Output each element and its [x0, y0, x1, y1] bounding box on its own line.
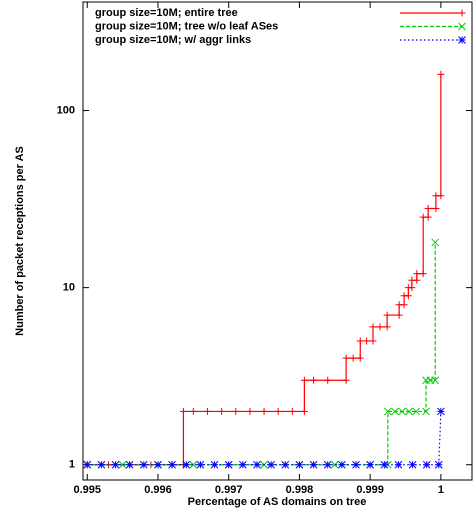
data-point [391, 407, 399, 416]
x-tick-label: 0.997 [215, 484, 243, 496]
data-point [125, 460, 134, 469]
data-point [139, 460, 148, 469]
data-point [281, 460, 290, 469]
data-point [434, 460, 443, 469]
series-line [87, 74, 442, 466]
x-axis-label: Percentage of AS domains on tree [188, 496, 367, 508]
data-point [376, 323, 384, 331]
data-point [383, 311, 391, 319]
x-tick-label: 0.995 [73, 484, 101, 496]
data-point [424, 204, 432, 212]
data-point [432, 204, 440, 212]
data-point [431, 376, 440, 385]
legend-label: group size=10M; w/ aggr links [95, 34, 251, 46]
legend-label: group size=10M; tree w/o leaf ASes [95, 20, 278, 32]
data-point [246, 407, 254, 415]
data-point [413, 270, 421, 278]
y-tick-label: 1 [69, 459, 75, 471]
data-point [383, 323, 391, 331]
data-point [437, 70, 445, 78]
data-point [363, 337, 371, 345]
data-point [413, 276, 421, 284]
data-point [383, 407, 392, 416]
data-point [168, 460, 176, 469]
legend-marker [458, 9, 466, 17]
data-point [398, 407, 406, 416]
data-point [274, 407, 282, 415]
data-point [395, 311, 403, 319]
data-point [238, 460, 247, 469]
data-point [260, 407, 268, 415]
legend-marker [458, 22, 466, 31]
series-line [87, 411, 442, 466]
data-point [404, 292, 412, 300]
data-point [295, 460, 304, 469]
data-point [369, 337, 377, 345]
data-point [338, 460, 346, 469]
data-point [267, 460, 275, 469]
y-tick-label: 10 [63, 282, 75, 294]
data-point [83, 460, 92, 469]
data-point [412, 407, 420, 416]
data-point [324, 376, 332, 384]
data-point [405, 407, 413, 416]
legend-marker [458, 36, 466, 44]
data-point [342, 354, 350, 362]
y-tick-label: 100 [57, 104, 75, 116]
data-point [224, 460, 233, 469]
legend-label: group size=10M; entire tree [95, 7, 238, 19]
data-point [400, 301, 408, 309]
data-point [394, 460, 403, 469]
data-point [118, 460, 127, 469]
data-point [437, 407, 445, 416]
data-point [189, 460, 198, 469]
data-point [422, 460, 431, 469]
data-point [218, 407, 226, 415]
data-point [300, 407, 308, 415]
data-point [154, 460, 162, 469]
data-point [356, 354, 364, 362]
data-point [330, 460, 339, 469]
data-point [300, 376, 308, 384]
data-point [408, 460, 417, 469]
data-point [210, 460, 219, 469]
x-tick-label: 1 [438, 484, 444, 496]
data-point [203, 407, 211, 415]
data-point [309, 460, 318, 469]
series-line [87, 242, 436, 466]
data-point [431, 238, 440, 247]
data-point [408, 284, 416, 292]
data-point [342, 376, 350, 384]
data-point [419, 270, 427, 278]
data-point [288, 407, 296, 415]
y-axis-label: Number of packet receptions per AS [14, 146, 26, 336]
data-point [369, 323, 377, 331]
data-point [437, 192, 445, 200]
plot-frame [82, 1, 473, 481]
x-tick-label: 0.999 [356, 484, 384, 496]
data-point [349, 354, 357, 362]
data-point [232, 407, 240, 415]
data-point [366, 460, 375, 469]
data-point [97, 460, 106, 469]
data-point [422, 407, 430, 416]
data-point [253, 460, 261, 469]
data-point [196, 460, 205, 469]
data-point [356, 337, 364, 345]
data-point [182, 460, 191, 469]
data-point [189, 407, 197, 415]
x-tick-label: 0.998 [286, 484, 314, 496]
data-point [380, 460, 389, 469]
data-point [352, 460, 360, 469]
data-point [310, 376, 318, 384]
x-tick-label: 0.996 [144, 484, 172, 496]
data-point [424, 213, 432, 221]
data-point [111, 460, 120, 469]
data-point [179, 407, 187, 415]
data-point [323, 460, 332, 469]
